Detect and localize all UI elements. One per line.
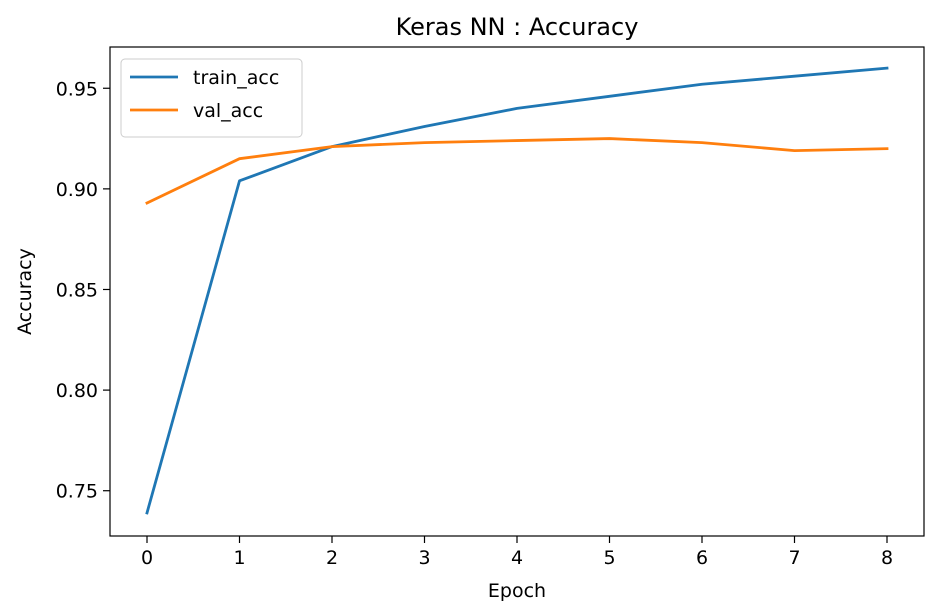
y-axis: 0.75 0.80 0.85 0.90 0.95 [56, 78, 110, 503]
series-line-train-acc [145, 66, 889, 515]
legend: train_acc val_acc [120, 58, 303, 138]
x-axis-label: Epoch [488, 580, 546, 602]
series-layer [145, 66, 889, 515]
legend-label-train-acc: train_acc [193, 67, 279, 89]
x-tick-label: 8 [881, 547, 893, 569]
y-tick-label: 0.90 [56, 179, 98, 201]
y-tick-label: 0.75 [56, 481, 98, 503]
legend-box [120, 58, 303, 138]
y-tick-label: 0.95 [56, 78, 98, 100]
y-tick-label: 0.80 [56, 380, 98, 402]
x-tick-label: 2 [326, 547, 338, 569]
x-tick-label: 0 [141, 547, 153, 569]
x-tick-label: 5 [603, 547, 615, 569]
y-tick-label: 0.85 [56, 279, 98, 301]
x-tick-label: 7 [788, 547, 800, 569]
series-line-val-acc [145, 137, 889, 205]
y-axis-label: Accuracy [14, 248, 36, 335]
legend-label-val-acc: val_acc [193, 100, 263, 122]
chart-title: Keras NN : Accuracy [396, 13, 639, 41]
x-tick-label: 1 [233, 547, 245, 569]
x-tick-label: 3 [418, 547, 430, 569]
x-tick-label: 6 [696, 547, 708, 569]
x-axis: 0 1 2 3 4 5 6 7 8 [141, 536, 893, 569]
x-tick-label: 4 [511, 547, 523, 569]
